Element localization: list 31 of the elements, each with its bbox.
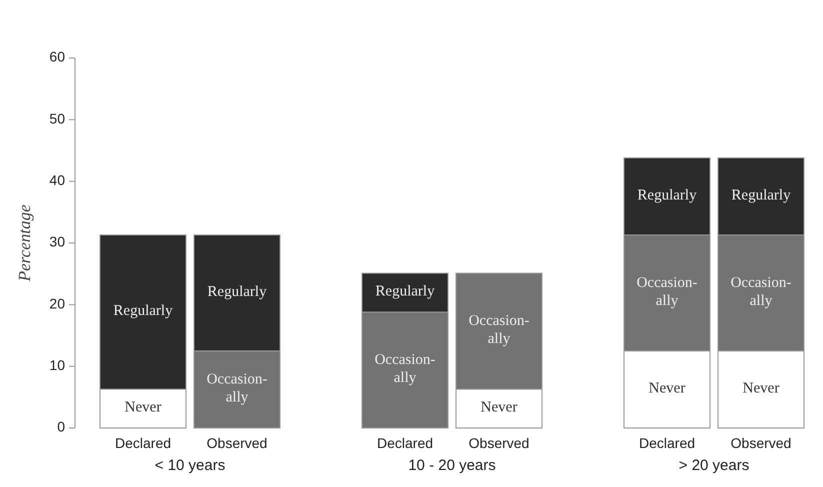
text: Never — [480, 400, 518, 416]
text: Occasion-ally — [636, 275, 698, 310]
text: > 20 years — [678, 457, 750, 474]
x-tick-label: Observed — [730, 435, 792, 451]
text: Never — [648, 380, 686, 397]
x-tick-label: Declared — [638, 435, 696, 451]
text: Occasion-ally — [730, 275, 792, 310]
text: Regularly — [207, 284, 267, 300]
y-tick-label: 0 — [57, 418, 66, 435]
y-tick-label: 30 — [49, 234, 66, 250]
y-tick-label: 40 — [49, 172, 66, 188]
text: < 10 years — [154, 457, 226, 474]
y-tick-label: 60 — [49, 48, 66, 65]
text: Regularly — [731, 188, 791, 204]
y-tick-label: 50 — [49, 110, 66, 126]
y-axis-title: Percentage — [15, 204, 34, 282]
x-tick-label: Declared — [376, 435, 434, 451]
y-tick-label: 10 — [49, 357, 66, 374]
y-tick-label: 20 — [49, 295, 66, 312]
series-label: Never — [124, 400, 162, 416]
x-tick-label: Declared — [114, 435, 172, 451]
x-tick-label: Observed — [206, 435, 268, 451]
text: Never — [742, 380, 780, 397]
text: Occasion-ally — [468, 314, 530, 348]
x-tick-label: Observed — [468, 435, 530, 451]
text: Regularly — [637, 188, 697, 204]
series-label: Occasion-ally — [206, 372, 268, 406]
text: Regularly — [113, 304, 173, 320]
text: 10 - 20 years — [408, 457, 496, 474]
series-label: Regularly — [375, 284, 436, 300]
text: Occasion-ally — [374, 352, 436, 386]
